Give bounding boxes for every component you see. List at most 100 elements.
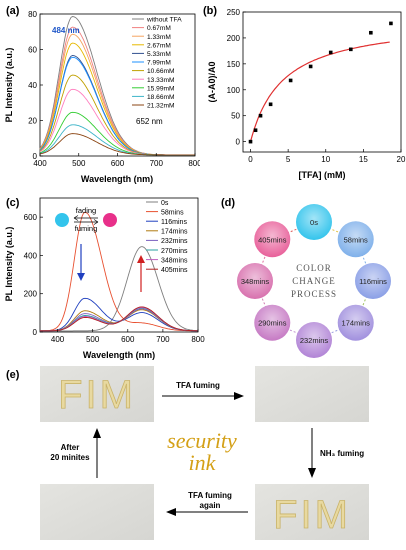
panel-a-tail-label: 652 nm: [136, 117, 163, 126]
panel-c-ylabel: PL Intensity (a.u.): [4, 227, 14, 302]
panel-c-pink-dot: [103, 213, 117, 227]
panel-b-x-ticks: 0 5 10 15 20: [248, 149, 406, 164]
panel-b-point: [389, 21, 393, 26]
security-ink-line1: security: [167, 428, 237, 453]
panel-a-ytick-label: 80: [28, 10, 37, 19]
panel-b-point: [328, 50, 333, 55]
panel-d-diagram: (d) 0s 58mins 116mins 174mins 232mins 290mins…: [221, 197, 391, 358]
paper-top-left: [40, 366, 154, 422]
panel-c-ytick-label: 600: [24, 213, 38, 222]
panel-d-center-line1: COLOR: [296, 263, 332, 273]
panel-c-fading-label: fading: [76, 206, 96, 215]
paper-top-right: [255, 366, 369, 422]
panel-a-peak-label: 484 nm: [52, 26, 80, 35]
panel-c-chart: (c) 400 500 600 700 800 0 200 400 600 Wavelengt…: [4, 197, 205, 360]
panel-a-xtick-label: 600: [111, 159, 125, 168]
panel-a-chart: (a) 400 500 600 700 800 0 20 40 60 80 Wavelength…: [4, 5, 200, 184]
panel-c-xtick-label: 800: [191, 335, 205, 344]
panel-c-up-arrowhead: [137, 255, 145, 263]
panel-d-label: (d): [221, 197, 235, 209]
panel-b-point: [288, 78, 293, 83]
panel-a-ytick-label: 60: [28, 46, 37, 55]
panel-d-circle-label: 58mins: [344, 235, 368, 244]
panel-b-point: [369, 30, 373, 35]
panel-d-circle-glow: [254, 304, 291, 341]
panel-c-down-arrowhead: [77, 273, 85, 281]
panel-c-xtick-label: 600: [121, 335, 135, 344]
after-label-line1: After: [61, 443, 80, 452]
panel-a-legend-label: 15.99mM: [147, 85, 175, 92]
panel-a-y-ticks: 0 20 40 60 80: [28, 10, 43, 161]
panel-a-series-line: [39, 124, 195, 156]
paper-bottom-left: [40, 484, 154, 540]
tfa-again-label-line2: again: [200, 501, 221, 510]
panel-d-circle-glow: [337, 304, 374, 341]
panel-c-label: (c): [6, 197, 20, 209]
panel-c-arrowhead-left: [73, 215, 79, 221]
panel-a-legend-label: 0.67mM: [147, 25, 171, 32]
panel-a-label: (a): [6, 5, 20, 17]
panel-a-legend-label: without TFA: [146, 17, 182, 24]
panel-c-series-line: [40, 297, 198, 332]
panel-a-ytick-label: 40: [28, 81, 37, 90]
panel-a-xtick-label: 500: [72, 159, 86, 168]
panel-b-ytick-label: 50: [231, 112, 240, 121]
panel-d-center-line3: PROCESS: [291, 289, 337, 299]
panel-c-series-line: [40, 306, 198, 332]
panel-d-circle-label: 348mins: [241, 277, 270, 286]
panel-b-point: [258, 113, 263, 118]
panel-b-fit-curve: [249, 41, 390, 142]
left-arrowhead: [93, 428, 101, 438]
panel-a-xtick-label: 400: [33, 159, 47, 168]
panel-c-legend-label: 405mins: [161, 267, 188, 274]
panel-a-legend-label: 2.67mM: [147, 42, 171, 49]
panel-b-ylabel: (A-A0)/A0: [207, 61, 217, 102]
panel-a-xtick-label: 700: [150, 159, 164, 168]
panel-c-frame: [39, 197, 199, 333]
panel-a-xlabel: Wavelength (nm): [81, 174, 153, 184]
panel-d-circle-glow: [237, 263, 273, 299]
panel-c-xlabel: Wavelength (nm): [83, 350, 155, 360]
panel-a-legend-label: 10.66mM: [147, 68, 175, 75]
nh3-fuming-label: NH₃ fuming: [320, 449, 364, 458]
panel-c-ytick-label: 400: [24, 251, 38, 260]
panel-a-series-line: [39, 133, 195, 156]
panel-c-legend-label: 270mins: [161, 248, 188, 255]
panel-a-x-ticks: 400 500 600 700 800: [33, 153, 200, 168]
panel-a-xtick-label: 800: [188, 159, 200, 168]
panel-c-legend-label: 58mins: [161, 209, 184, 216]
panel-d-circle-label: 405mins: [258, 235, 287, 244]
paper-bottom-right: [255, 484, 369, 540]
panel-c-legend-label: 116mins: [161, 219, 187, 226]
panel-c-x-ticks: 400 500 600 700 800: [51, 329, 205, 344]
panel-b-label: (b): [203, 5, 217, 17]
panel-c-legend: 0s 58mins 116mins 174mins 232mins 270mins 348m…: [146, 200, 188, 274]
panel-a-legend-label: 18.66mM: [147, 94, 175, 101]
panel-b-xtick-label: 0: [248, 155, 253, 164]
panel-c-legend-label: 174mins: [161, 229, 188, 236]
panel-b-point: [248, 139, 253, 144]
tfa-again-label-line1: TFA fuming: [188, 491, 232, 500]
paper-bottom-right-text: FIM: [273, 493, 351, 537]
panel-c-y-ticks: 0 200 400 600: [24, 213, 43, 337]
panel-e-diagram: (e) FIM FIM TFA fuming NH₃ fuming TFA fu…: [6, 366, 369, 540]
tfa-fuming-label: TFA fuming: [176, 381, 220, 390]
panel-d-circle-label: 232mins: [300, 336, 329, 345]
panel-e-label: (e): [6, 369, 20, 381]
panel-c-xtick-label: 400: [51, 335, 65, 344]
panel-c-arrowhead-right: [93, 219, 99, 225]
panel-b-xlabel: [TFA] (mM): [299, 170, 346, 180]
panel-d-circle-glow: [355, 263, 391, 299]
panel-c-xtick-label: 500: [86, 335, 100, 344]
panel-a-ylabel: PL Intensity (a.u.): [4, 48, 14, 123]
panel-b-ytick-label: 0: [236, 138, 241, 147]
panel-c-ytick-label: 0: [33, 328, 38, 337]
panel-b-point: [308, 64, 313, 69]
panel-b-point: [268, 102, 273, 107]
panel-a-legend-label: 5.33mM: [147, 51, 171, 58]
panel-d-circle-label: 116mins: [359, 277, 387, 286]
panel-b-ytick-label: 150: [227, 60, 241, 69]
panel-a-ytick-label: 0: [33, 152, 38, 161]
bottom-arrowhead: [166, 508, 176, 516]
